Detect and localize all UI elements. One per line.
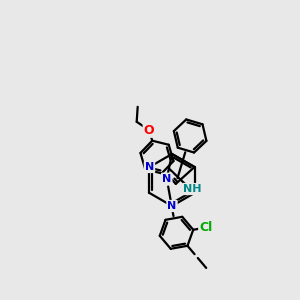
Text: Cl: Cl <box>200 221 213 234</box>
Text: NH: NH <box>183 184 202 194</box>
Text: N: N <box>162 174 171 184</box>
Text: O: O <box>144 124 154 136</box>
Text: N: N <box>145 162 154 172</box>
Text: N: N <box>167 201 177 211</box>
